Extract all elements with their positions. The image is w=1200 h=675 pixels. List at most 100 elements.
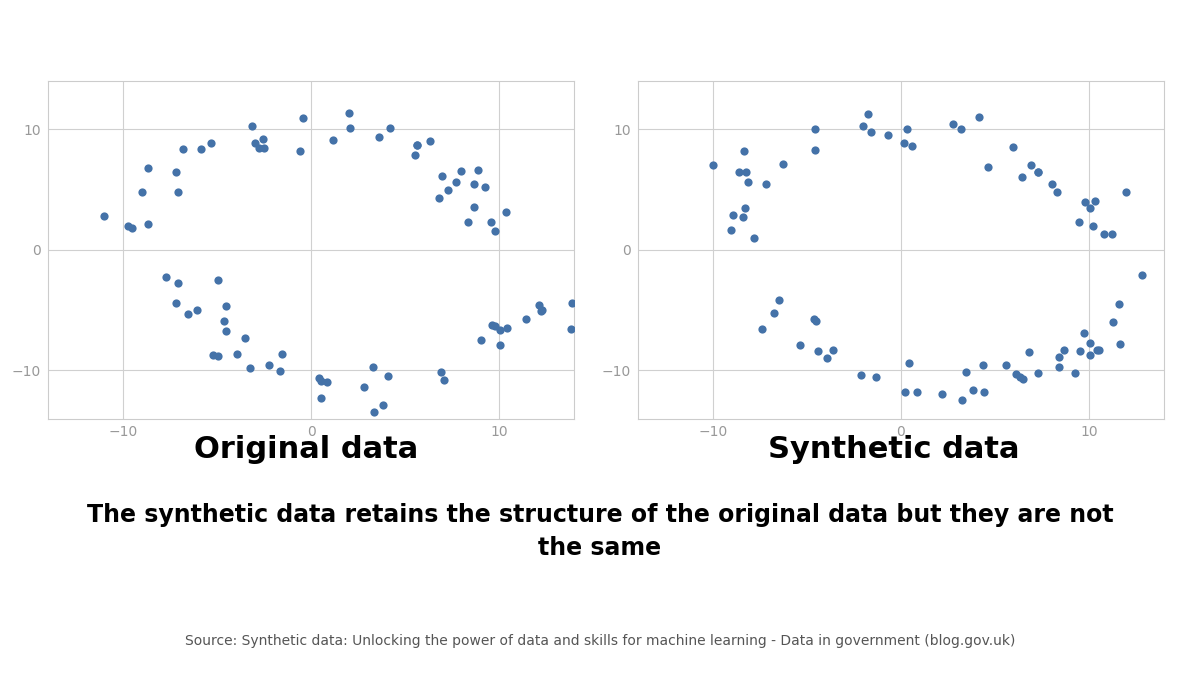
Point [1069,217,1088,227]
Point [364,362,383,373]
Point [852,370,871,381]
Point [1132,270,1151,281]
Point [167,298,186,308]
Point [769,295,788,306]
Point [373,400,392,410]
Point [122,223,142,234]
Point [895,387,914,398]
Point [272,349,292,360]
Point [179,308,198,319]
Point [156,272,175,283]
Point [464,179,484,190]
Point [1081,350,1100,361]
Point [703,160,722,171]
Point [517,313,536,324]
Point [406,150,425,161]
Point [203,350,222,360]
Point [408,140,427,151]
Point [1010,372,1030,383]
Point [1003,142,1022,153]
Point [1103,317,1122,328]
Point [169,187,188,198]
Point [187,305,206,316]
Point [952,123,971,134]
Point [862,127,881,138]
Point [430,193,449,204]
Point [475,182,494,192]
Point [791,340,810,350]
Point [485,225,504,236]
Point [380,123,400,134]
Point [932,389,952,400]
Point [1081,337,1100,348]
Point [312,376,331,387]
Point [254,143,274,154]
Point [270,365,289,376]
Point [119,221,138,232]
Point [497,207,516,218]
Point [1075,196,1094,207]
Text: Source: Synthetic data: Unlocking the power of data and skills for machine learn: Source: Synthetic data: Unlocking the po… [185,634,1015,649]
Point [490,325,509,335]
Point [1048,186,1067,197]
Point [1066,368,1085,379]
Point [532,304,551,315]
Point [964,385,983,396]
Point [1021,160,1040,171]
Point [1085,195,1104,206]
Point [956,367,976,377]
Point [1080,203,1099,214]
Point [438,184,457,195]
Point [458,217,478,227]
Point [970,111,989,122]
Point [472,334,491,345]
Point [1014,373,1033,384]
Point [202,137,221,148]
Point [1110,299,1129,310]
Point [1094,229,1114,240]
Point [1090,344,1109,355]
Point [1110,339,1129,350]
Point [529,299,548,310]
Point [736,202,755,213]
Point [894,137,913,148]
Point [1012,172,1031,183]
Point [866,371,886,382]
Point [431,367,450,378]
Point [563,298,582,308]
Point [1055,345,1074,356]
Point [482,319,502,330]
Point [421,136,440,146]
Point [434,375,454,385]
Point [446,176,466,187]
Point [1102,228,1121,239]
Point [217,325,236,336]
Point [379,370,398,381]
Point [734,145,754,156]
Point [370,132,389,143]
Point [1087,344,1106,355]
Point [878,130,898,141]
Point [773,159,792,170]
Point [1020,347,1039,358]
Point [208,350,227,361]
Point [858,109,877,119]
Point [752,323,772,334]
Point [290,145,310,156]
Point [209,275,228,286]
Point [724,210,743,221]
Point [228,348,247,359]
Point [250,142,269,153]
Point [532,306,551,317]
Point [804,313,823,324]
Point [464,202,484,213]
Point [138,218,157,229]
Point [817,352,836,363]
Point [730,167,749,178]
Point [1007,368,1026,379]
Point [823,344,842,355]
Point [1049,352,1068,362]
Point [974,360,994,371]
Point [1075,327,1094,338]
Point [242,121,262,132]
